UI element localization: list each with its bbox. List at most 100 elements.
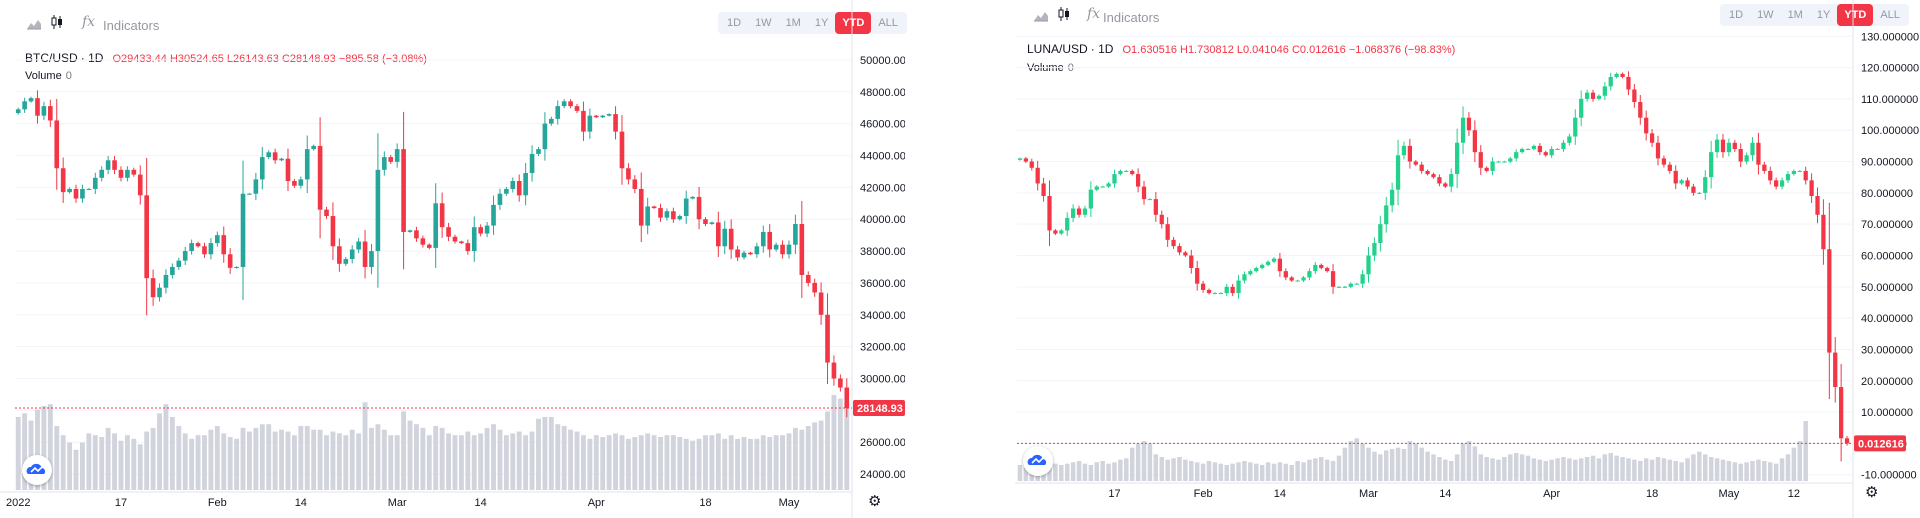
candle-body — [279, 158, 284, 161]
period-1w[interactable]: 1W — [755, 17, 772, 29]
candle-body — [812, 282, 817, 293]
candle-body — [561, 101, 567, 107]
volume-bar — [523, 435, 529, 490]
candle-body — [420, 238, 426, 245]
volume-bar — [176, 426, 182, 490]
volume-bar — [452, 435, 458, 490]
volume-bar — [1791, 447, 1797, 481]
period-all[interactable]: ALL — [878, 17, 898, 29]
btc-price-chart[interactable]: 50000.00 48000.00 46000.00 44000.00 42000.00… — [0, 0, 905, 518]
indicators-button[interactable]: Indicators — [1103, 10, 1160, 25]
volume-bar — [574, 431, 580, 490]
volume-bar — [536, 418, 541, 490]
volume-bar — [1248, 462, 1253, 481]
volume-bar — [709, 435, 715, 490]
volume-bar — [1372, 451, 1377, 481]
candle-body — [818, 292, 824, 315]
candle-body — [382, 157, 387, 170]
candle-body — [1460, 117, 1466, 143]
indicators-fx-icon[interactable]: fx — [1087, 6, 1101, 22]
indicators-button[interactable]: Indicators — [103, 18, 160, 33]
volume-bar — [208, 429, 214, 490]
candle-body — [414, 230, 419, 239]
volume-bar — [1537, 459, 1543, 481]
y-tick-label: 120.000000 — [1861, 63, 1919, 75]
volume-bar — [1496, 459, 1501, 481]
volume-bar — [1313, 458, 1318, 481]
volume-bar — [388, 435, 394, 490]
period-1m[interactable]: 1M — [1787, 9, 1803, 21]
candle-body — [182, 251, 188, 261]
luna-chart-panel[interactable]: fx Indicators 1D 1W 1M 1Y YTD ALL LUNA/USD · … — [1015, 0, 1920, 518]
candle-body — [1082, 208, 1088, 215]
candle-body — [1543, 152, 1548, 156]
period-1d[interactable]: 1D — [1729, 9, 1744, 21]
gear-icon[interactable]: ⚙ — [868, 493, 882, 510]
period-ytd[interactable]: YTD — [835, 12, 872, 34]
volume-bar — [1738, 463, 1743, 481]
high-value: H1.730812 — [1180, 44, 1234, 56]
candle-body — [41, 106, 47, 116]
period-all[interactable]: ALL — [1880, 9, 1900, 21]
candle-body — [510, 180, 516, 189]
volume-bar — [735, 438, 741, 490]
volume-bar — [741, 437, 747, 490]
volume-bar — [831, 395, 837, 490]
volume-bar — [1319, 457, 1324, 481]
candle-body — [1171, 239, 1176, 247]
candle-body — [658, 208, 663, 218]
candle-body — [1709, 152, 1714, 178]
candle-body — [1844, 438, 1850, 444]
candle-body — [1555, 149, 1560, 151]
volume-bar — [1070, 462, 1076, 481]
tradingview-logo-icon[interactable] — [1023, 446, 1053, 476]
volume-bar — [1803, 421, 1808, 481]
volume-bar — [722, 438, 728, 490]
volume-bar — [658, 437, 663, 490]
candle-body — [1608, 76, 1613, 87]
candle-body — [247, 193, 252, 195]
volume-bar — [748, 438, 753, 490]
luna-price-chart[interactable]: 130.000000 120.000000 110.000000 100.000000… — [1015, 0, 1920, 518]
period-1m[interactable]: 1M — [785, 17, 801, 29]
period-ytd[interactable]: YTD — [1837, 4, 1874, 26]
candle-body — [1342, 286, 1348, 288]
candle-body — [690, 196, 695, 199]
volume-bar — [1443, 459, 1448, 481]
y-tick-label: 46000.00 — [860, 119, 905, 131]
candle-body — [1372, 242, 1377, 256]
tradingview-logo-icon[interactable] — [22, 455, 52, 485]
period-1y[interactable]: 1Y — [1816, 9, 1831, 21]
period-1w[interactable]: 1W — [1757, 9, 1774, 21]
volume-bar — [1620, 457, 1625, 481]
volume-bar — [1212, 462, 1218, 481]
period-1y[interactable]: 1Y — [814, 17, 829, 29]
volume-bar — [1614, 455, 1619, 481]
candle-body — [780, 244, 785, 255]
candle-body — [1177, 246, 1182, 253]
candle-body — [523, 173, 528, 196]
candle-body — [626, 168, 631, 180]
volume-bar — [587, 438, 593, 490]
volume-bar — [1053, 463, 1058, 481]
period-1d[interactable]: 1D — [727, 17, 742, 29]
candle-body — [1827, 249, 1832, 353]
btc-chart-panel[interactable]: fx Indicators 1D 1W 1M 1Y YTD ALL BTC/USD · 1… — [0, 0, 907, 518]
indicators-fx-icon[interactable]: fx — [82, 14, 96, 30]
candle-body — [1614, 73, 1619, 77]
volume-bar — [291, 435, 297, 490]
x-tick-label: 14 — [295, 497, 307, 509]
y-tick-label: 50.000000 — [1861, 282, 1913, 294]
candle-body — [805, 274, 811, 283]
candle-body — [1366, 255, 1371, 275]
volume-bar — [285, 431, 291, 490]
chart-toolbar: fx Indicators 1D 1W 1M 1Y YTD ALL — [0, 0, 907, 40]
volume-bar — [703, 435, 708, 490]
volume-bar — [369, 427, 374, 490]
volume-bar — [465, 431, 471, 490]
gear-icon[interactable]: ⚙ — [1865, 484, 1879, 501]
candle-body — [793, 223, 798, 245]
symbol-label: LUNA/USD — [1027, 42, 1088, 56]
candle-body — [1815, 195, 1820, 215]
candle-body — [356, 241, 361, 250]
